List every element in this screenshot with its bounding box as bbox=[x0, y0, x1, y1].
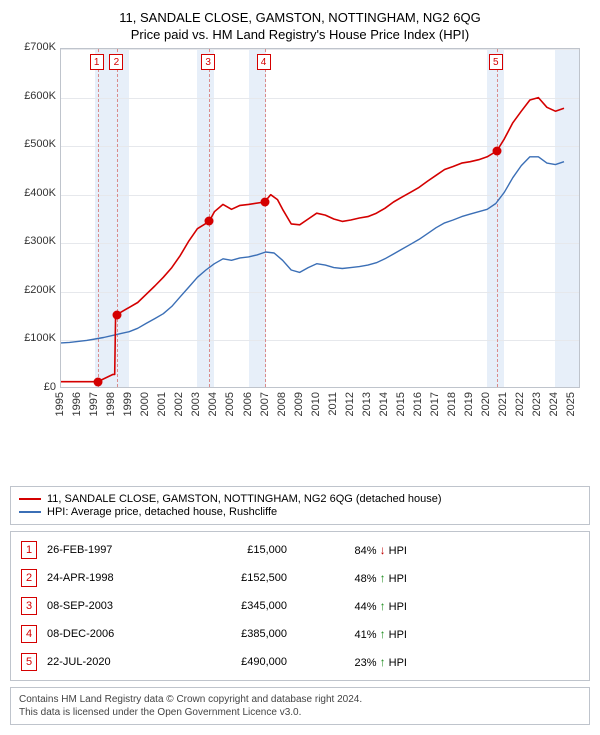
x-axis-label: 2017 bbox=[429, 392, 441, 416]
sale-dot bbox=[205, 217, 214, 226]
x-axis-label: 2005 bbox=[224, 392, 236, 416]
x-axis-label: 1997 bbox=[88, 392, 100, 416]
chart-area: £0£100K£200K£300K£400K£500K£600K£700K199… bbox=[10, 48, 590, 438]
legend-swatch-1 bbox=[19, 498, 41, 500]
y-axis-label: £100K bbox=[10, 332, 56, 344]
x-axis-label: 2002 bbox=[173, 392, 185, 416]
x-axis-label: 2018 bbox=[446, 392, 458, 416]
y-axis-label: £600K bbox=[10, 90, 56, 102]
sale-date: 08-SEP-2003 bbox=[47, 600, 177, 612]
sale-price: £15,000 bbox=[187, 544, 287, 556]
y-axis-label: £500K bbox=[10, 138, 56, 150]
x-axis-label: 2011 bbox=[327, 392, 339, 416]
x-axis-label: 1996 bbox=[71, 392, 83, 416]
y-axis-label: £700K bbox=[10, 41, 56, 53]
legend-swatch-2 bbox=[19, 511, 41, 513]
x-axis-label: 1998 bbox=[105, 392, 117, 416]
x-axis-label: 2007 bbox=[259, 392, 271, 416]
sale-dot bbox=[492, 147, 501, 156]
x-axis-label: 1999 bbox=[122, 392, 134, 416]
x-axis-label: 2013 bbox=[361, 392, 373, 416]
x-axis-label: 2000 bbox=[139, 392, 151, 416]
sale-row-badge: 2 bbox=[21, 569, 37, 587]
y-axis-label: £300K bbox=[10, 235, 56, 247]
sale-row-badge: 5 bbox=[21, 653, 37, 671]
sale-row: 2 24-APR-1998 £152,500 48% ↑ HPI bbox=[21, 564, 579, 592]
sale-price: £152,500 bbox=[187, 572, 287, 584]
y-axis-label: £200K bbox=[10, 284, 56, 296]
sale-row-badge: 3 bbox=[21, 597, 37, 615]
footer-line-2: This data is licensed under the Open Gov… bbox=[19, 706, 581, 719]
y-axis-label: £0 bbox=[10, 381, 56, 393]
x-axis-label: 2008 bbox=[276, 392, 288, 416]
legend-label-2: HPI: Average price, detached house, Rush… bbox=[47, 506, 277, 518]
sale-marker-badge: 3 bbox=[201, 54, 215, 70]
sale-dot bbox=[260, 198, 269, 207]
sale-price: £345,000 bbox=[187, 600, 287, 612]
sale-row: 4 08-DEC-2006 £385,000 41% ↑ HPI bbox=[21, 620, 579, 648]
x-axis-label: 2014 bbox=[378, 392, 390, 416]
legend-label-1: 11, SANDALE CLOSE, GAMSTON, NOTTINGHAM, … bbox=[47, 493, 442, 505]
x-axis-label: 2019 bbox=[463, 392, 475, 416]
x-axis-label: 2022 bbox=[514, 392, 526, 416]
legend-item-2: HPI: Average price, detached house, Rush… bbox=[19, 506, 581, 518]
sale-date: 08-DEC-2006 bbox=[47, 628, 177, 640]
sale-marker-badge: 1 bbox=[90, 54, 104, 70]
sale-marker-badge: 5 bbox=[489, 54, 503, 70]
x-axis-label: 2020 bbox=[480, 392, 492, 416]
sale-diff: 84% ↓ HPI bbox=[297, 543, 407, 557]
sale-row-badge: 4 bbox=[21, 625, 37, 643]
sale-diff: 48% ↑ HPI bbox=[297, 571, 407, 585]
x-axis-label: 2023 bbox=[531, 392, 543, 416]
x-axis-label: 2025 bbox=[565, 392, 577, 416]
chart-subtitle: Price paid vs. HM Land Registry's House … bbox=[10, 27, 590, 42]
sale-price: £490,000 bbox=[187, 656, 287, 668]
sale-diff: 41% ↑ HPI bbox=[297, 627, 407, 641]
x-axis-label: 2006 bbox=[242, 392, 254, 416]
sale-marker-badge: 2 bbox=[109, 54, 123, 70]
sale-row-badge: 1 bbox=[21, 541, 37, 559]
x-axis-label: 2012 bbox=[344, 392, 356, 416]
footer-line-1: Contains HM Land Registry data © Crown c… bbox=[19, 693, 581, 706]
x-axis-label: 2004 bbox=[207, 392, 219, 416]
sale-dot bbox=[113, 310, 122, 319]
x-axis-label: 2010 bbox=[310, 392, 322, 416]
sale-row: 1 26-FEB-1997 £15,000 84% ↓ HPI bbox=[21, 536, 579, 564]
x-axis-label: 2024 bbox=[548, 392, 560, 416]
sale-date: 26-FEB-1997 bbox=[47, 544, 177, 556]
sales-table: 1 26-FEB-1997 £15,000 84% ↓ HPI 2 24-APR-1998… bbox=[10, 531, 590, 681]
sale-date: 24-APR-1998 bbox=[47, 572, 177, 584]
sale-diff: 44% ↑ HPI bbox=[297, 599, 407, 613]
footer-attribution: Contains HM Land Registry data © Crown c… bbox=[10, 687, 590, 725]
line-layer bbox=[61, 49, 580, 388]
sale-row: 5 22-JUL-2020 £490,000 23% ↑ HPI bbox=[21, 648, 579, 676]
x-axis-label: 2016 bbox=[412, 392, 424, 416]
chart-title: 11, SANDALE CLOSE, GAMSTON, NOTTINGHAM, … bbox=[10, 10, 590, 25]
sale-diff: 23% ↑ HPI bbox=[297, 655, 407, 669]
sale-price: £385,000 bbox=[187, 628, 287, 640]
legend-box: 11, SANDALE CLOSE, GAMSTON, NOTTINGHAM, … bbox=[10, 486, 590, 525]
y-axis-label: £400K bbox=[10, 187, 56, 199]
sale-marker-badge: 4 bbox=[257, 54, 271, 70]
legend-item-1: 11, SANDALE CLOSE, GAMSTON, NOTTINGHAM, … bbox=[19, 493, 581, 505]
x-axis-label: 2001 bbox=[156, 392, 168, 416]
sale-row: 3 08-SEP-2003 £345,000 44% ↑ HPI bbox=[21, 592, 579, 620]
sale-dot bbox=[93, 377, 102, 386]
sale-date: 22-JUL-2020 bbox=[47, 656, 177, 668]
x-axis-label: 1995 bbox=[54, 392, 66, 416]
chart-container: 11, SANDALE CLOSE, GAMSTON, NOTTINGHAM, … bbox=[0, 0, 600, 735]
x-axis-label: 2009 bbox=[293, 392, 305, 416]
plot-area bbox=[60, 48, 580, 388]
x-axis-label: 2003 bbox=[190, 392, 202, 416]
x-axis-label: 2015 bbox=[395, 392, 407, 416]
x-axis-label: 2021 bbox=[497, 392, 509, 416]
